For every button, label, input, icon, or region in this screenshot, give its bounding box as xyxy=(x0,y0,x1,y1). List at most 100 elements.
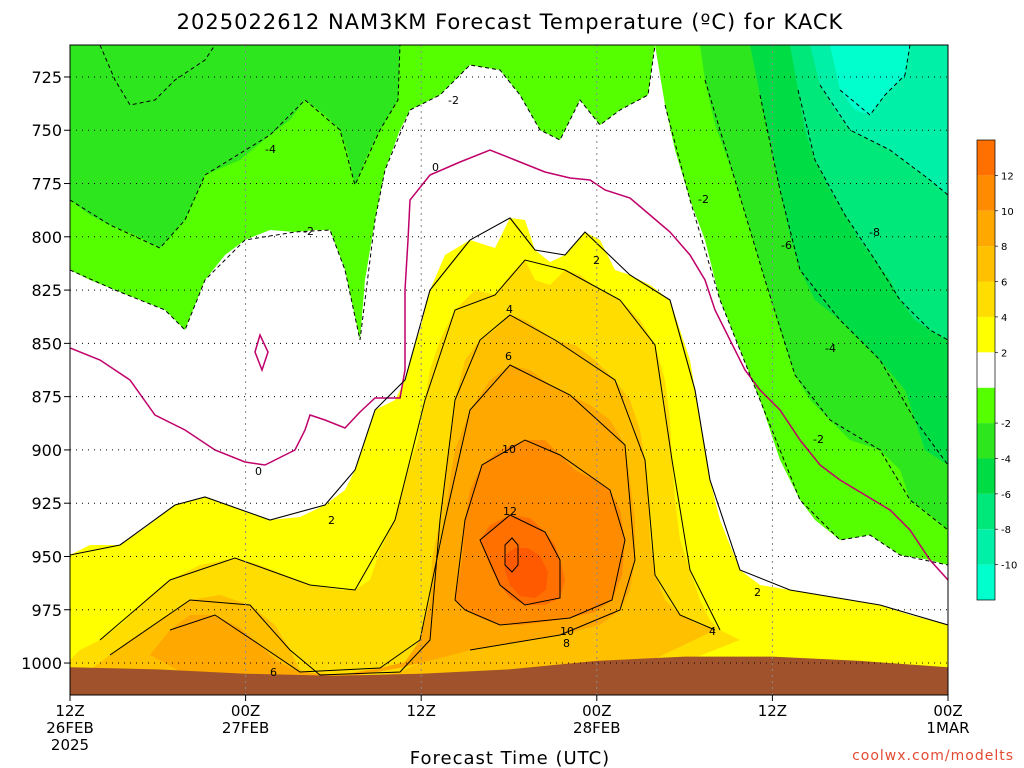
contour-cold-10-right xyxy=(819,84,948,196)
colorbar-segment xyxy=(977,210,995,247)
plot-area xyxy=(70,45,948,695)
colorbar-segment xyxy=(977,423,995,459)
y-axis: 725 750 775 800 825 850 875 900 925 950 975 1000 xyxy=(21,68,70,673)
x-tick-label: 00Z xyxy=(231,702,260,720)
y-tick-label: 1000 xyxy=(21,654,62,673)
contour-cold-12-right xyxy=(839,45,911,116)
contour-labels: -2 -4 0 -2 -2 2 4 6 10 12 2 0 6 8 10 4 2… xyxy=(255,94,880,679)
contour-cold-6-left xyxy=(99,45,216,106)
contour-warm-4 xyxy=(99,259,721,641)
colorbar-label: -4 xyxy=(1001,454,1011,465)
contour-warm-12 xyxy=(479,514,561,606)
contour-warm-10 xyxy=(454,439,626,626)
contour-label: 2 xyxy=(593,254,600,267)
colorbar-label: 10 xyxy=(1001,207,1014,218)
colorbar-segment xyxy=(977,529,995,565)
y-tick-label: 950 xyxy=(31,547,62,566)
region-warm-14 xyxy=(505,548,548,598)
contour-cold-2-right xyxy=(664,104,948,566)
x-tick-label: 12Z xyxy=(407,702,436,720)
x-tick-label: 00Z xyxy=(582,702,611,720)
contour-label: 2 xyxy=(754,586,761,599)
x-tick-label: 27FEB xyxy=(222,719,269,737)
chart-title: 2025022612 NAM3KM Forecast Temperature (… xyxy=(177,10,844,34)
contour-zero-island xyxy=(254,332,269,373)
contour-label: -6 xyxy=(781,239,792,252)
contour-cold-4-right xyxy=(704,79,948,531)
contour-cold-2-left xyxy=(70,45,656,341)
colorbar-label: -10 xyxy=(1001,561,1017,572)
colorbar-segment xyxy=(977,387,995,424)
y-tick-label: 875 xyxy=(31,388,62,407)
colorbar-segment xyxy=(977,246,995,282)
colorbar-label: 6 xyxy=(1001,278,1007,289)
colorbar-segment xyxy=(977,316,995,353)
contour-label: 4 xyxy=(709,625,716,638)
contour-label: 0 xyxy=(255,465,262,478)
contour-label: 10 xyxy=(502,443,516,456)
contour-label: -2 xyxy=(813,433,824,446)
x-tick-label: 26FEB xyxy=(46,719,93,737)
colorbar-label: -2 xyxy=(1001,419,1011,430)
colorbar: -10 -8 -6 -4 -2 2 4 6 8 10 12 xyxy=(976,139,1017,601)
contour-warm-6 xyxy=(109,314,716,676)
surface-ground xyxy=(70,656,948,695)
contour-label: -2 xyxy=(448,94,459,107)
x-tick-label: 2025 xyxy=(51,736,89,754)
y-tick-label: 825 xyxy=(31,281,62,300)
region-cold-right-12 xyxy=(830,45,910,115)
colorbar-frame xyxy=(976,139,996,601)
x-tick-label: 28FEB xyxy=(573,719,620,737)
contour-label: 12 xyxy=(503,505,517,518)
colorbar-segment xyxy=(977,458,995,494)
contour-label: -2 xyxy=(698,193,709,206)
region-cold-upper-left-4 xyxy=(70,45,400,248)
x-tick-label: 1MAR xyxy=(926,719,969,737)
x-tick-label: 00Z xyxy=(933,702,962,720)
contour-cold-4-left xyxy=(70,45,401,249)
x-tick-label: 12Z xyxy=(758,702,787,720)
contour-cold-8-right xyxy=(797,89,948,341)
colorbar-label: 8 xyxy=(1001,242,1007,253)
contour-label: 6 xyxy=(505,350,512,363)
contour-warm-outline xyxy=(70,217,948,626)
colorbar-segment xyxy=(977,175,995,211)
contour-label: 6 xyxy=(270,666,277,679)
contour-lines xyxy=(70,45,948,676)
contour-label: 8 xyxy=(563,637,570,650)
x-tick-label: 12Z xyxy=(55,702,84,720)
contour-label: -8 xyxy=(869,226,880,239)
y-tick-label: 800 xyxy=(31,228,62,247)
contour-label: 4 xyxy=(506,303,513,316)
y-tick-label: 925 xyxy=(31,494,62,513)
colorbar-segment xyxy=(977,281,995,317)
y-tick-label: 900 xyxy=(31,441,62,460)
colorbar-segment xyxy=(977,140,995,176)
colorbar-segment xyxy=(977,352,995,388)
contour-warm-14-oval xyxy=(504,537,519,573)
plot-frame xyxy=(69,44,949,696)
contour-label: 0 xyxy=(432,161,439,174)
colorbar-label: -6 xyxy=(1001,490,1011,501)
contour-zero-line xyxy=(70,149,948,581)
y-tick-label: 975 xyxy=(31,601,62,620)
colorbar-segment xyxy=(977,493,995,530)
contour-warm-8 xyxy=(169,364,636,673)
y-tick-label: 850 xyxy=(31,334,62,353)
x-axis-label: Forecast Time (UTC) xyxy=(410,748,610,768)
y-tick-label: 725 xyxy=(31,68,62,87)
credit-text: coolwx.com/modelts xyxy=(852,748,1014,764)
y-tick-label: 775 xyxy=(31,175,62,194)
contour-label: -4 xyxy=(265,143,276,156)
colorbar-segment xyxy=(977,564,995,600)
contour-label: 2 xyxy=(328,514,335,527)
colorbar-label: 12 xyxy=(1001,171,1014,182)
colorbar-label: 4 xyxy=(1001,313,1007,324)
colorbar-label: -8 xyxy=(1001,525,1011,536)
contour-label: 10 xyxy=(560,625,574,638)
colorbar-label: 2 xyxy=(1001,348,1007,359)
y-tick-label: 750 xyxy=(31,121,62,140)
contour-label: -2 xyxy=(303,225,314,238)
